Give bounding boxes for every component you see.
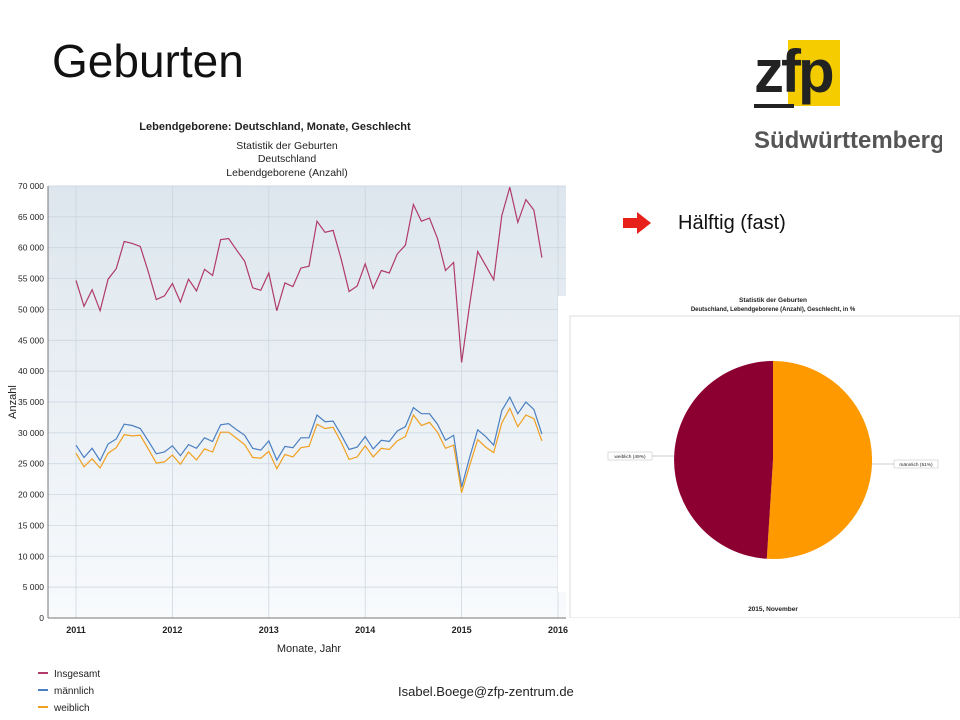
- chart-subtitle-1: Statistik der Geburten: [236, 140, 338, 152]
- pie-slice: [674, 361, 773, 559]
- logo-letters: zfp: [754, 38, 833, 105]
- y-axis-label: Anzahl: [7, 385, 19, 419]
- y-tick-label: 45 000: [18, 335, 44, 345]
- pie-title: Statistik der Geburten: [739, 297, 807, 304]
- y-tick-label: 60 000: [18, 243, 44, 253]
- y-tick-label: 30 000: [18, 428, 44, 438]
- footer-email: Isabel.Boege@zfp-zentrum.de: [398, 684, 574, 699]
- y-tick-label: 0: [39, 613, 44, 623]
- logo-underline: [754, 104, 794, 108]
- logo-subtitle: Südwürttemberg: [754, 127, 942, 154]
- x-tick-label: 2014: [355, 625, 375, 635]
- series-line: [75, 187, 543, 363]
- y-tick-label: 10 000: [18, 551, 44, 561]
- chart-title: Lebendgeborene: Deutschland, Monate, Ges…: [139, 121, 411, 133]
- x-tick-label: 2015: [452, 625, 472, 635]
- y-tick-label: 20 000: [18, 490, 44, 500]
- x-axis-label: Monate, Jahr: [277, 643, 342, 655]
- y-tick-label: 70 000: [18, 181, 44, 191]
- births-line-chart: Lebendgeborene: Deutschland, Monate, Ges…: [7, 121, 568, 714]
- bullet-item: Hälftig (fast): [622, 210, 786, 236]
- chart-subtitle-3: Lebendgeborene (Anzahl): [226, 167, 347, 179]
- y-tick-label: 50 000: [18, 304, 44, 314]
- series-line: [75, 395, 543, 488]
- y-tick-label: 15 000: [18, 520, 44, 530]
- slide-title: Geburten: [52, 35, 244, 87]
- y-tick-label: 65 000: [18, 212, 44, 222]
- series-line: [75, 406, 543, 493]
- pie-slice: [766, 360, 873, 559]
- chart-subtitle-2: Deutschland: [258, 153, 317, 165]
- legend-label: weiblich: [53, 703, 90, 714]
- legend-label: Insgesamt: [54, 669, 100, 680]
- pie-label-box: [607, 451, 653, 461]
- y-tick-label: 25 000: [18, 459, 44, 469]
- gender-pie-chart: Statistik der Geburten Deutschland, Lebe…: [569, 297, 960, 618]
- x-tick-label: 2016: [548, 625, 568, 635]
- y-tick-label: 5 000: [23, 582, 45, 592]
- logo-yellow-block: [788, 40, 840, 106]
- pie-slice-label: männlich (51%): [899, 462, 933, 468]
- arrow-right-icon: [623, 212, 651, 234]
- pie-label-box: [893, 459, 939, 469]
- y-tick-label: 40 000: [18, 366, 44, 376]
- y-tick-label: 35 000: [18, 397, 44, 407]
- x-tick-label: 2013: [259, 625, 279, 635]
- pie-subtitle: Deutschland, Lebendgeborene (Anzahl), Ge…: [691, 307, 856, 313]
- pie-frame-gap: [558, 296, 570, 592]
- zfp-logo: zfp Südwürttemberg: [754, 38, 942, 154]
- y-tick-label: 55 000: [18, 274, 44, 284]
- pie-slice-label: weiblich (49%): [614, 454, 646, 460]
- legend-label: männlich: [54, 686, 94, 697]
- x-tick-label: 2012: [162, 625, 182, 635]
- x-tick-label: 2011: [66, 625, 86, 635]
- pie-footer-label: 2015, November: [748, 606, 798, 613]
- bullet-text: Hälftig (fast): [678, 211, 786, 234]
